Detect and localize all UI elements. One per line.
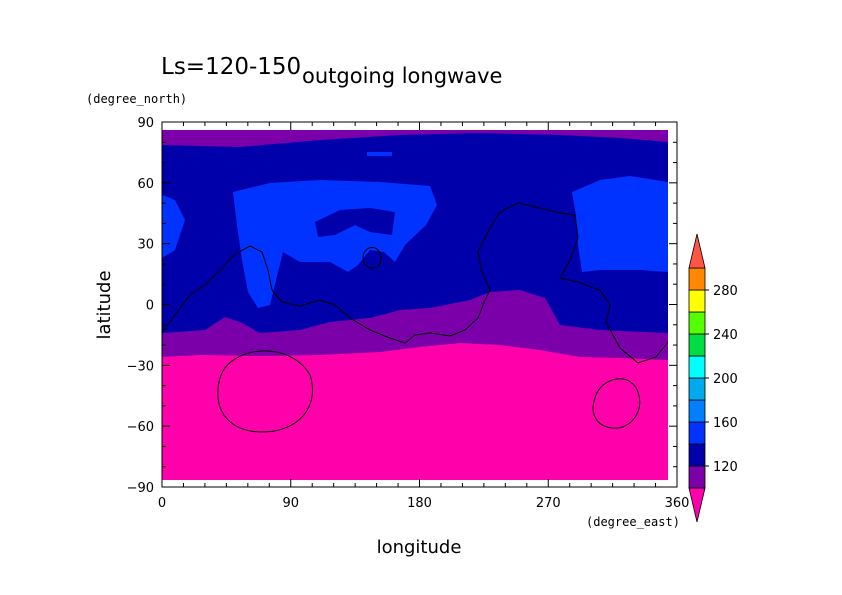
y-tick-label: −60: [127, 420, 154, 435]
colorbar-under-triangle: [688, 487, 706, 523]
colorbar: 120 160 200 240 280: [688, 233, 738, 523]
contour-line: [217, 350, 314, 433]
contour-line: [362, 247, 382, 269]
region-north-patch-west: [162, 195, 185, 258]
colorbar-segment: [688, 289, 706, 313]
x-tick-label: 360: [665, 496, 690, 511]
colorbar-label: 160: [713, 416, 738, 431]
x-tick-label: 180: [407, 496, 432, 511]
chart-subtitle: Ls=120-150: [161, 54, 301, 80]
colorbar-segment: [688, 421, 706, 445]
y-tick-label: −90: [127, 481, 154, 496]
region-north-small-patch: [367, 152, 392, 156]
y-tick-label: 0: [146, 299, 154, 314]
colorbar-over-triangle: [688, 233, 706, 269]
colorbar-label: 200: [713, 372, 738, 387]
x-tick-label: 0: [158, 496, 166, 511]
colorbar-segment: [688, 465, 706, 489]
contour-line: [592, 378, 641, 429]
plot-area: 0 90 180 270 360 −90 −60 −30 0 30 60 90: [127, 116, 690, 511]
y-tick-label: 90: [137, 116, 154, 131]
x-axis-label: longitude: [377, 537, 462, 558]
colorbar-segment: [688, 399, 706, 423]
colorbar-segment: [688, 267, 706, 291]
colorbar-segment: [688, 377, 706, 401]
y-tick-label: 30: [137, 238, 154, 253]
contour-line: [162, 202, 668, 364]
region-south-polar-band: [162, 343, 668, 480]
colorbar-label: 120: [713, 460, 738, 475]
chart-title: outgoing longwave: [302, 64, 502, 88]
region-north-patch-east: [572, 176, 668, 272]
colorbar-segment: [688, 355, 706, 379]
y-tick-label: 60: [137, 177, 154, 192]
x-tick-label: 270: [536, 496, 561, 511]
colorbar-label: 280: [713, 284, 738, 299]
colorbar-segment: [688, 311, 706, 335]
region-north-hole: [315, 208, 395, 237]
colorbar-segment: [688, 443, 706, 467]
x-unit-label: (degree_east): [586, 515, 680, 529]
y-unit-label: (degree_north): [86, 92, 187, 106]
x-tick-label: 90: [282, 496, 299, 511]
colorbar-label: 240: [713, 328, 738, 343]
y-tick-label: −30: [127, 359, 154, 374]
y-ticks: −90 −60 −30 0 30 60 90: [127, 116, 677, 496]
contour-lines: [162, 202, 668, 433]
colorbar-segment: [688, 333, 706, 357]
y-axis-label: latitude: [94, 270, 115, 339]
x-ticks: 0 90 180 270 360: [158, 122, 690, 511]
